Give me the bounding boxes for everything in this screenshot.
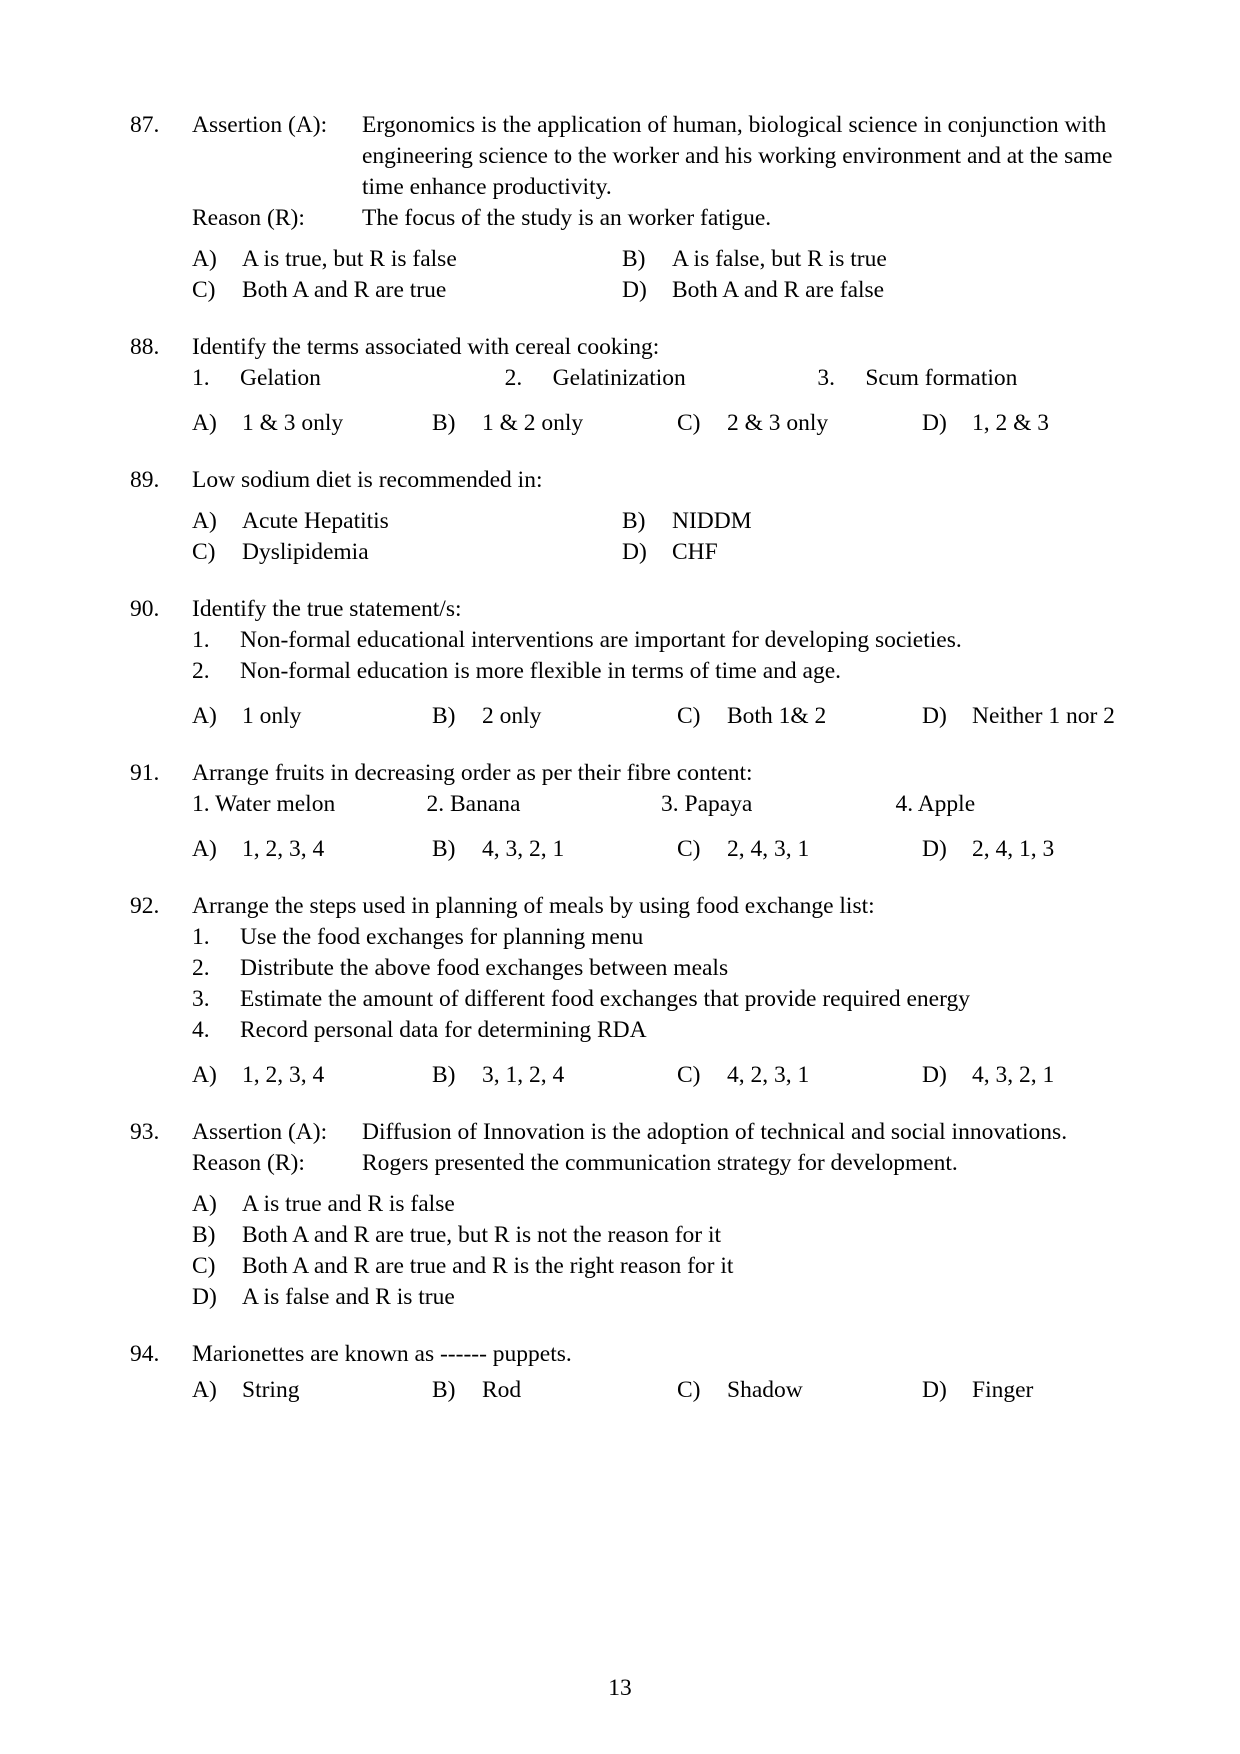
question-91: 91. Arrange fruits in decreasing order a… <box>130 758 1130 865</box>
page-number: 13 <box>0 1673 1240 1704</box>
option-c: C)4, 2, 3, 1 <box>677 1060 922 1091</box>
list-item: 3. Papaya <box>661 789 896 820</box>
option-b: B)3, 1, 2, 4 <box>432 1060 677 1091</box>
question-number: 89. <box>130 465 192 568</box>
option-c: C)2, 4, 3, 1 <box>677 834 922 865</box>
question-stem: Marionettes are known as ------ puppets. <box>192 1339 1130 1370</box>
option-d: D)Finger <box>922 1375 1130 1406</box>
question-stem: Identify the terms associated with cerea… <box>192 332 1130 363</box>
question-stem: Low sodium diet is recommended in: <box>192 465 1130 496</box>
option-b: B)A is false, but R is true <box>622 244 1130 275</box>
option-b: B)4, 3, 2, 1 <box>432 834 677 865</box>
list-item: 2.Gelatinization <box>505 363 818 394</box>
sub-item: 3.Estimate the amount of different food … <box>192 984 1130 1015</box>
question-89: 89. Low sodium diet is recommended in: A… <box>130 465 1130 568</box>
question-stem: Identify the true statement/s: <box>192 594 1130 625</box>
option-a: A)1, 2, 3, 4 <box>192 1060 432 1091</box>
option-d: D)Neither 1 nor 2 <box>922 701 1130 732</box>
question-number: 88. <box>130 332 192 439</box>
question-number: 90. <box>130 594 192 732</box>
reason-label: Reason (R): <box>192 203 362 234</box>
question-body: Assertion (A): Diffusion of Innovation i… <box>192 1117 1130 1313</box>
option-c: C)Dyslipidemia <box>192 537 622 568</box>
question-body: Arrange fruits in decreasing order as pe… <box>192 758 1130 865</box>
question-94: 94. Marionettes are known as ------ pupp… <box>130 1339 1130 1405</box>
reason-label: Reason (R): <box>192 1148 362 1179</box>
option-d: D)A is false and R is true <box>192 1282 1130 1313</box>
option-b: B)Both A and R are true, but R is not th… <box>192 1220 1130 1251</box>
question-92: 92. Arrange the steps used in planning o… <box>130 891 1130 1091</box>
option-b: B)2 only <box>432 701 677 732</box>
question-stem: Arrange the steps used in planning of me… <box>192 891 1130 922</box>
sub-item: 2.Non-formal education is more flexible … <box>192 656 1130 687</box>
sub-item: 1.Use the food exchanges for planning me… <box>192 922 1130 953</box>
sub-item: 4.Record personal data for determining R… <box>192 1015 1130 1046</box>
option-d: D)CHF <box>622 537 1130 568</box>
question-body: Assertion (A): Ergonomics is the applica… <box>192 110 1130 306</box>
option-c: C)Shadow <box>677 1375 922 1406</box>
assertion-text: Diffusion of Innovation is the adoption … <box>362 1117 1130 1148</box>
question-number: 91. <box>130 758 192 865</box>
question-87: 87. Assertion (A): Ergonomics is the app… <box>130 110 1130 306</box>
option-a: A)1 & 3 only <box>192 408 432 439</box>
option-a: A)1 only <box>192 701 432 732</box>
option-c: C)2 & 3 only <box>677 408 922 439</box>
question-body: Identify the terms associated with cerea… <box>192 332 1130 439</box>
sub-item: 1.Non-formal educational interventions a… <box>192 625 1130 656</box>
list-item: 3.Scum formation <box>817 363 1130 394</box>
question-body: Arrange the steps used in planning of me… <box>192 891 1130 1091</box>
question-body: Marionettes are known as ------ puppets.… <box>192 1339 1130 1405</box>
option-d: D)2, 4, 1, 3 <box>922 834 1130 865</box>
question-body: Low sodium diet is recommended in: A)Acu… <box>192 465 1130 568</box>
question-number: 94. <box>130 1339 192 1405</box>
question-number: 92. <box>130 891 192 1091</box>
list-item: 2. Banana <box>427 789 662 820</box>
question-90: 90. Identify the true statement/s: 1.Non… <box>130 594 1130 732</box>
option-d: D)1, 2 & 3 <box>922 408 1130 439</box>
assertion-label: Assertion (A): <box>192 110 362 203</box>
assertion-label: Assertion (A): <box>192 1117 362 1148</box>
option-a: A)1, 2, 3, 4 <box>192 834 432 865</box>
option-b: B)Rod <box>432 1375 677 1406</box>
question-number: 93. <box>130 1117 192 1313</box>
option-d: D)Both A and R are false <box>622 275 1130 306</box>
option-d: D)4, 3, 2, 1 <box>922 1060 1130 1091</box>
reason-text: Rogers presented the communication strat… <box>362 1148 1130 1179</box>
option-a: A)String <box>192 1375 432 1406</box>
option-c: C)Both A and R are true and R is the rig… <box>192 1251 1130 1282</box>
option-b: B)NIDDM <box>622 506 1130 537</box>
option-a: A)Acute Hepatitis <box>192 506 622 537</box>
question-stem: Arrange fruits in decreasing order as pe… <box>192 758 1130 789</box>
option-c: C)Both A and R are true <box>192 275 622 306</box>
question-88: 88. Identify the terms associated with c… <box>130 332 1130 439</box>
option-c: C)Both 1& 2 <box>677 701 922 732</box>
option-a: A)A is true, but R is false <box>192 244 622 275</box>
option-a: A)A is true and R is false <box>192 1189 1130 1220</box>
list-item: 4. Apple <box>896 789 1131 820</box>
sub-item: 2.Distribute the above food exchanges be… <box>192 953 1130 984</box>
question-body: Identify the true statement/s: 1.Non-for… <box>192 594 1130 732</box>
option-b: B)1 & 2 only <box>432 408 677 439</box>
question-number: 87. <box>130 110 192 306</box>
reason-text: The focus of the study is an worker fati… <box>362 203 1130 234</box>
list-item: 1. Water melon <box>192 789 427 820</box>
assertion-text: Ergonomics is the application of human, … <box>362 110 1130 203</box>
question-93: 93. Assertion (A): Diffusion of Innovati… <box>130 1117 1130 1313</box>
list-item: 1.Gelation <box>192 363 505 394</box>
